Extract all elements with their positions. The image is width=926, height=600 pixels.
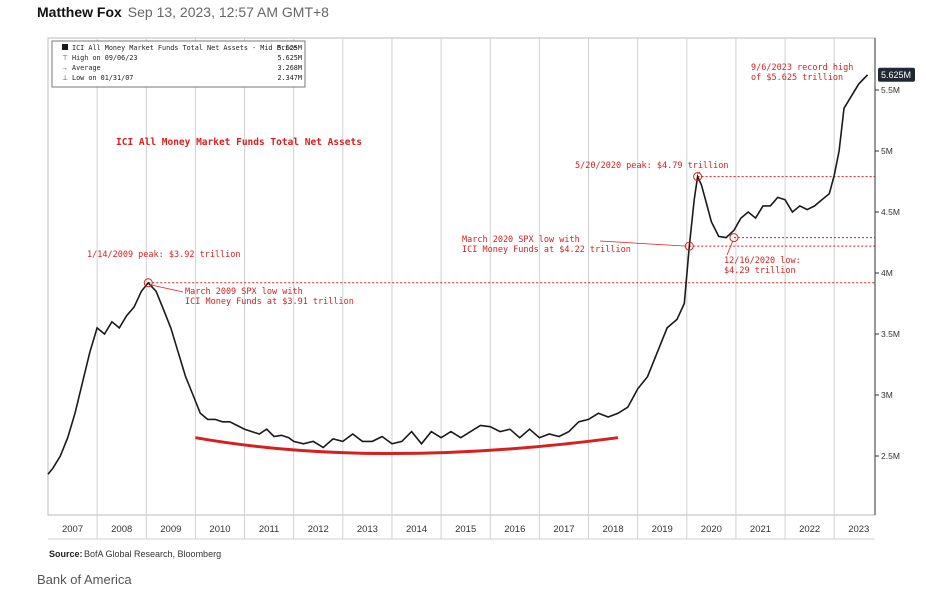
event-marker [693, 172, 703, 182]
source-text: BofA Global Research, Bloomberg [84, 549, 221, 559]
legend-symbol-low: ⊥ [62, 75, 68, 82]
x-tick-label: 2008 [111, 524, 132, 535]
annotation-text: $4.29 trillion [724, 266, 796, 276]
event-marker [729, 233, 739, 243]
article-byline: Matthew Fox Sep 13, 2023, 12:57 AM GMT+8 [37, 4, 329, 20]
x-tick-label: 2007 [62, 524, 83, 535]
x-tick-label: 2009 [160, 524, 181, 535]
legend-row-label: Low on 01/31/07 [72, 74, 133, 82]
x-tick-label: 2018 [603, 524, 624, 535]
event-marker [143, 278, 153, 288]
y-tick-label: 5M [881, 146, 893, 156]
x-tick-label: 2020 [701, 524, 722, 535]
legend-box: ⊤ → ⊥ ICI All Money Market Funds Total N… [51, 40, 306, 88]
x-tick-label: 2015 [455, 524, 476, 535]
y-axis: 2.5M 3M 3.5M 4M 4.5M 5M 5.5M [874, 38, 900, 515]
series-line [47, 74, 869, 475]
publish-date: Sep 13, 2023, 12:57 AM GMT+8 [127, 4, 329, 20]
legend-swatch [62, 44, 68, 50]
y-tick-label: 3M [881, 390, 893, 400]
last-value-badge: 5.625M [878, 67, 915, 82]
annotation-connector [150, 284, 184, 293]
trough-curve [195, 436, 619, 456]
annotation-text: ICI Money Funds at $4.22 trillion [462, 245, 631, 255]
legend-symbol-average: → [61, 65, 68, 72]
x-tick-label: 2017 [553, 524, 574, 535]
y-tick-label: 4.5M [881, 207, 900, 217]
legend-row-label: ICI All Money Market Funds Total Net Ass… [72, 44, 297, 52]
y-tick-label: 5.5M [881, 85, 900, 95]
y-tick-label: 2.5M [881, 451, 900, 461]
legend-row-value: 5.625M [277, 44, 302, 52]
annotation-connector [726, 240, 734, 256]
last-value-badge-box [878, 67, 915, 82]
annotation-text: 12/16/2020 low: [724, 256, 801, 266]
y-tick-label: 4M [881, 268, 893, 278]
legend-row-label: High on 09/06/23 [72, 54, 137, 62]
legend-row-label: Average [72, 64, 101, 72]
chart-frame [47, 37, 876, 516]
source-label: Source: [49, 549, 83, 559]
annotation-text: March 2020 SPX low with [462, 235, 580, 245]
annotation-connectors [150, 171, 734, 293]
chart-title: ICI All Money Market Funds Total Net Ass… [116, 137, 362, 148]
x-tick-label: 2012 [308, 524, 329, 535]
annotation-connector [599, 240, 687, 247]
source-note: Source: BofA Global Research, Bloomberg [49, 549, 221, 559]
legend-symbol-high: ⊤ [62, 55, 68, 62]
last-value-label: 5.625M [881, 70, 911, 80]
annotation-text: 9/6/2023 record high [751, 63, 853, 73]
annotation-text: ICI Money Funds at $3.91 trillion [185, 297, 354, 307]
annotation-text: 5/20/2020 peak: $4.79 trillion [575, 161, 729, 171]
legend-row-value: 5.625M [277, 54, 302, 62]
legend-row-value: 2.347M [277, 74, 302, 82]
chart-annotations: 1/14/2009 peak: $3.92 trillion March 2009… [87, 63, 853, 307]
legend-frame [51, 40, 306, 88]
x-tick-label: 2014 [406, 524, 427, 535]
reference-lines [148, 176, 875, 284]
x-tick-label: 2019 [652, 524, 673, 535]
annotation-text: March 2009 SPX low with [185, 287, 303, 297]
legend-row-value: 3.268M [277, 64, 302, 72]
x-tick-label: 2021 [750, 524, 771, 535]
vertical-grid [48, 38, 875, 540]
image-credit: Bank of America [37, 572, 132, 587]
annotation-connector [697, 171, 701, 174]
x-tick-label: 2023 [848, 524, 869, 535]
y-tick-label: 3.5M [881, 329, 900, 339]
x-axis: 2007 2008 2009 2010 2011 2012 2013 2014 2015 2016… [62, 524, 869, 535]
x-tick-label: 2022 [799, 524, 820, 535]
x-tick-label: 2011 [259, 524, 279, 535]
x-tick-label: 2010 [209, 524, 230, 535]
annotation-text: 1/14/2009 peak: $3.92 trillion [87, 250, 241, 260]
annotation-text: of $5.625 trillion [751, 73, 843, 83]
author-name[interactable]: Matthew Fox [37, 4, 122, 20]
x-tick-label: 2013 [357, 524, 378, 535]
x-tick-label: 2016 [504, 524, 525, 535]
